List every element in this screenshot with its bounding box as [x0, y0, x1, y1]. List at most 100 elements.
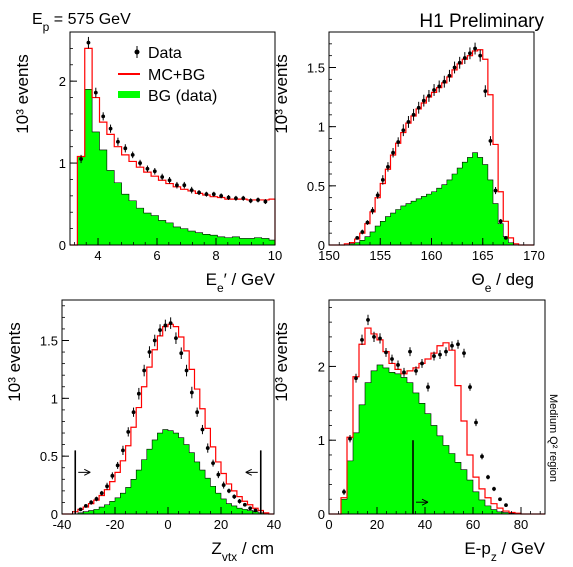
data-point-zvtx: [227, 488, 231, 494]
x-tick-label-theta: 150: [318, 248, 340, 263]
data-point-ee: [160, 173, 165, 181]
x-tick-label-epz: 40: [418, 517, 432, 532]
data-point-epz: [408, 347, 412, 357]
data-point-epz: [492, 486, 496, 492]
data-point-zvtx: [147, 346, 152, 358]
legend-bg-label: BG (data): [148, 88, 217, 105]
data-point-theta: [478, 49, 483, 62]
data-point-theta: [386, 162, 390, 172]
y-axis-label-zvtx: 10³ events: [5, 322, 24, 401]
data-point-zvtx: [163, 319, 168, 332]
bg-histogram-theta: [329, 152, 534, 246]
data-point-epz: [450, 341, 454, 351]
data-point-theta: [355, 236, 360, 240]
x-tick-label-zvtx: -20: [106, 517, 125, 532]
x-tick-label-zvtx: 40: [267, 517, 281, 532]
beam-energy-label: Ep = 575 GeV: [32, 11, 131, 34]
data-point-zvtx: [184, 364, 189, 377]
data-point-epz: [396, 360, 400, 370]
x-tick-label-epz: 80: [514, 517, 528, 532]
data-point-epz: [354, 373, 358, 383]
x-tick-label-theta: 160: [421, 248, 443, 263]
x-tick-label-zvtx: -40: [53, 517, 72, 532]
data-point-epz: [480, 453, 484, 460]
panel-theta: 150 155 160 165 170 0 0.5 1 1.5 Θe / deg 10³ event…: [272, 31, 545, 295]
y-tick-label-zvtx: 1: [51, 391, 58, 406]
data-point-epz: [486, 474, 490, 480]
data-point-theta: [360, 229, 365, 235]
data-point-epz: [498, 497, 502, 502]
data-point-zvtx: [78, 507, 83, 512]
y-tick-label-theta: 0.5: [307, 179, 325, 194]
data-point-ee: [145, 165, 150, 173]
data-point-theta: [493, 187, 498, 195]
data-point-zvtx: [200, 424, 205, 435]
data-point-ee: [241, 195, 246, 201]
bg-histogram-ee: [70, 89, 276, 246]
data-point-epz: [372, 331, 376, 343]
legend-data-label: Data: [148, 45, 182, 62]
y-axis-label-epz: 10³ events: [272, 322, 291, 401]
x-axis-label-zvtx: Zvtx / cm: [211, 539, 274, 564]
data-point-ee: [101, 112, 106, 121]
data-point-theta: [401, 124, 406, 137]
data-point-ee: [130, 151, 135, 159]
y-axis-label-ee: 10³ events: [13, 54, 32, 133]
x-axis-label-ee: Ee′ / GeV: [206, 270, 276, 295]
data-point-theta: [503, 236, 508, 240]
data-point-zvtx: [89, 500, 94, 505]
data-point-theta: [462, 52, 467, 64]
data-point-theta: [488, 136, 493, 146]
x-tick-label-theta: 170: [523, 248, 545, 263]
data-point-zvtx: [110, 472, 115, 480]
data-point-zvtx: [136, 387, 141, 400]
data-point-epz: [420, 359, 424, 368]
data-point-ee: [204, 191, 209, 197]
data-point-theta: [437, 80, 442, 93]
data-point-theta: [498, 218, 503, 224]
data-point-zvtx: [216, 471, 221, 479]
data-point-zvtx: [121, 445, 125, 456]
x-tick-label-epz: 20: [370, 517, 384, 532]
y-tick-label-epz: 2: [318, 359, 325, 374]
data-point-epz: [402, 367, 406, 377]
data-point-ee: [152, 167, 157, 175]
data-point-ee: [182, 181, 187, 189]
data-point-theta: [391, 147, 395, 158]
data-point-epz: [474, 418, 478, 427]
data-point-theta: [468, 47, 472, 60]
data-point-epz: [384, 347, 388, 357]
data-point-zvtx: [195, 407, 200, 417]
y-tick-label-ee: 0: [59, 238, 66, 253]
data-point-theta: [380, 175, 385, 185]
h1-preliminary-tag: H1 Preliminary: [419, 11, 544, 32]
data-point-epz: [456, 339, 460, 349]
data-point-ee: [116, 137, 120, 146]
y-tick-label-epz: 0: [318, 507, 325, 522]
data-point-epz: [444, 347, 448, 357]
data-point-zvtx: [242, 502, 247, 507]
legend: Data MC+BG BG (data): [118, 45, 217, 105]
data-point-ee: [93, 87, 98, 98]
data-point-theta: [416, 101, 421, 114]
x-tick-label-ee: 10: [268, 248, 282, 263]
legend-mc-label: MC+BG: [148, 67, 205, 84]
bg-histogram-epz: [329, 364, 545, 515]
medium-q2-region-note: Medium Q² region: [547, 394, 559, 482]
y-tick-label-ee: 1: [59, 156, 66, 171]
data-point-ee: [167, 177, 172, 184]
panel-epz: 0 20 40 60 80 0 1 2 E-pz / GeV 10³ events: [272, 299, 546, 564]
y-axis-label-theta: 10³ events: [272, 54, 291, 133]
data-point-ee: [248, 198, 253, 204]
data-point-epz: [468, 383, 472, 391]
data-point-ee: [108, 124, 113, 133]
data-point-theta: [370, 207, 375, 215]
data-point-theta: [406, 116, 411, 128]
data-point-zvtx: [174, 332, 178, 344]
plot-frame-epz: [328, 299, 546, 515]
data-point-epz: [462, 348, 466, 358]
data-point-epz: [366, 314, 370, 326]
data-point-ee: [197, 190, 201, 196]
y-tick-label-theta: 1: [318, 120, 325, 135]
data-point-zvtx: [152, 334, 157, 347]
